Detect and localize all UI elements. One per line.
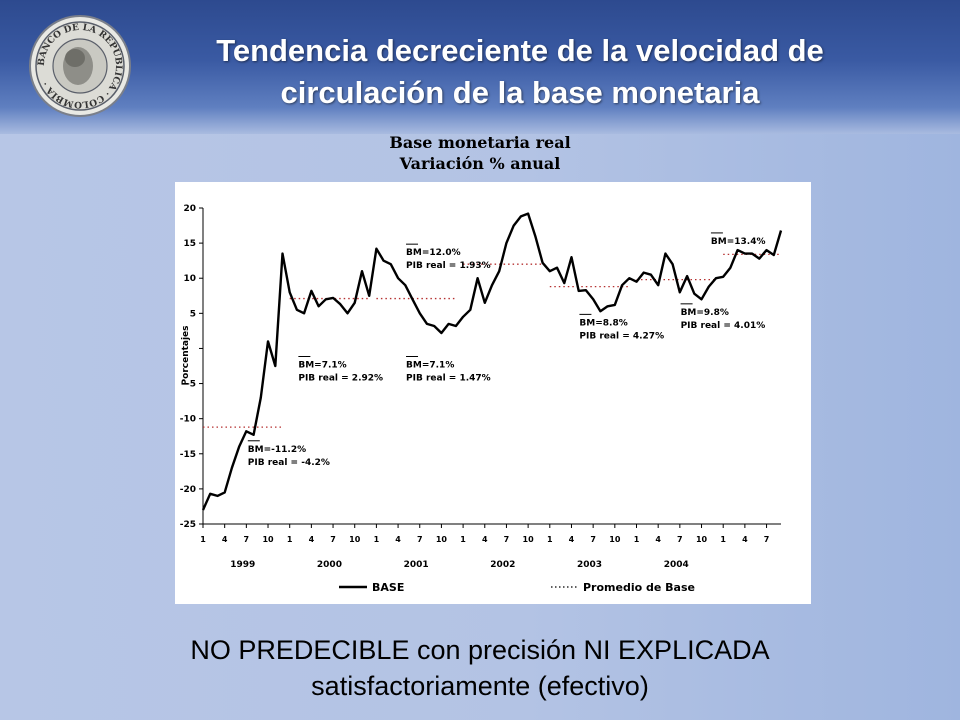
annotation-mean: BM=-11.2% bbox=[248, 445, 306, 455]
x-tick-label: 1 bbox=[720, 535, 726, 544]
y-tick-label: 15 bbox=[183, 239, 196, 249]
annotation-mean: BM=7.1% bbox=[298, 361, 346, 371]
line-chart: 20 15 10 5 -5 -10 -15 -20 -25 Porcentajes 1 4 7 10 1 4 7… bbox=[180, 204, 783, 594]
chart-title-line-2: Variación % anual bbox=[399, 154, 561, 173]
x-year-label: 2003 bbox=[577, 560, 602, 570]
x-tick-label: 1 bbox=[547, 535, 553, 544]
x-year-label: 2001 bbox=[404, 560, 429, 570]
y-tick-label: -15 bbox=[180, 450, 196, 460]
annotation-pib: PIB real = 4.01% bbox=[681, 321, 766, 331]
annotation-pib: PIB real = 2.92% bbox=[298, 374, 383, 384]
y-tick-label: -25 bbox=[180, 520, 196, 530]
x-tick-label: 4 bbox=[655, 535, 661, 544]
annotation-pib: PIB real = -4.2% bbox=[248, 458, 330, 468]
annotation-mean: BM=13.4% bbox=[711, 237, 766, 247]
x-tick-label: 10 bbox=[523, 535, 535, 544]
y-tick-label: 10 bbox=[183, 274, 196, 284]
series-line-base bbox=[201, 212, 783, 511]
x-tick-label: 10 bbox=[696, 535, 708, 544]
x-tick-label: 10 bbox=[262, 535, 274, 544]
annotation-pib: PIB real = 4.27% bbox=[579, 331, 664, 341]
x-tick-label: 4 bbox=[482, 535, 488, 544]
page-title: Tendencia decreciente de la velocidad de… bbox=[150, 30, 890, 114]
x-tick-label: 10 bbox=[349, 535, 361, 544]
legend-label-average: Promedio de Base bbox=[583, 581, 695, 594]
caption: NO PREDECIBLE con precisión NI EXPLICADA… bbox=[60, 632, 900, 704]
annotation-pib: PIB real = 1.47% bbox=[406, 374, 491, 384]
chart-title: Base monetaria real Variación % anual bbox=[300, 132, 660, 174]
annotation-mean: BM=9.8% bbox=[681, 308, 729, 318]
title-line-2: circulación de la base monetaria bbox=[280, 75, 760, 110]
x-tick-label: 7 bbox=[330, 535, 336, 544]
x-tick-label: 7 bbox=[677, 535, 683, 544]
caption-line-2: satisfactoriamente (efectivo) bbox=[311, 671, 649, 701]
annotation-mean: BM=8.8% bbox=[579, 318, 627, 328]
chart-panel: 20 15 10 5 -5 -10 -15 -20 -25 Porcentajes 1 4 7 10 1 4 7… bbox=[175, 182, 811, 604]
caption-line-1: NO PREDECIBLE con precisión NI EXPLICADA bbox=[190, 635, 770, 665]
x-tick-label: 4 bbox=[395, 535, 401, 544]
annotation-mean: BM=7.1% bbox=[406, 361, 454, 371]
y-tick-label: -20 bbox=[180, 485, 196, 495]
title-line-1: Tendencia decreciente de la velocidad de bbox=[216, 33, 824, 68]
x-tick-label: 1 bbox=[200, 535, 206, 544]
x-year-label: 2000 bbox=[317, 560, 342, 570]
y-axis-label: Porcentajes bbox=[181, 325, 191, 385]
x-tick-label: 7 bbox=[244, 535, 250, 544]
x-tick-label: 4 bbox=[222, 535, 228, 544]
x-tick-label: 7 bbox=[417, 535, 423, 544]
x-tick-label: 1 bbox=[374, 535, 380, 544]
x-tick-label: 4 bbox=[742, 535, 748, 544]
annotation-mean: BM=12.0% bbox=[406, 248, 461, 258]
header-banner bbox=[0, 0, 960, 134]
x-tick-label: 10 bbox=[436, 535, 448, 544]
bank-seal-logo: BANCO DE LA REPÚBLICA · COLOMBIA · bbox=[29, 15, 131, 117]
x-tick-label: 1 bbox=[287, 535, 293, 544]
x-tick-label: 1 bbox=[460, 535, 466, 544]
x-tick-label: 4 bbox=[569, 535, 575, 544]
y-tick-label: 20 bbox=[183, 204, 196, 214]
y-tick-label: 5 bbox=[190, 309, 196, 319]
x-tick-label: 10 bbox=[609, 535, 621, 544]
x-tick-label: 1 bbox=[634, 535, 640, 544]
y-tick-label: -10 bbox=[180, 415, 196, 425]
x-year-label: 2002 bbox=[490, 560, 515, 570]
x-tick-label: 7 bbox=[590, 535, 596, 544]
legend-label-base: BASE bbox=[372, 581, 404, 594]
y-tick-label: -5 bbox=[186, 380, 196, 390]
x-tick-label: 4 bbox=[309, 535, 315, 544]
x-year-label: 1999 bbox=[230, 560, 255, 570]
x-tick-label: 7 bbox=[764, 535, 770, 544]
x-year-label: 2004 bbox=[664, 560, 689, 570]
x-tick-label: 7 bbox=[504, 535, 510, 544]
chart-title-line-1: Base monetaria real bbox=[389, 133, 571, 152]
annotation-pib: PIB real = 1.93% bbox=[406, 261, 491, 271]
